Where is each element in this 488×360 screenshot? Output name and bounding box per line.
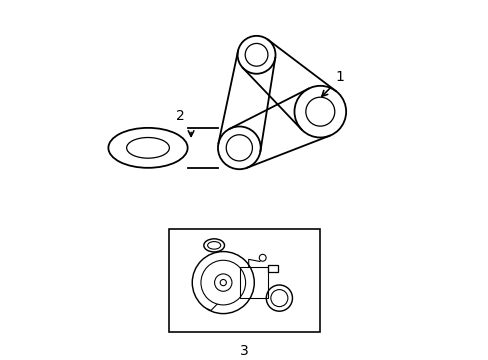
Text: 3: 3 [240, 344, 248, 358]
Text: 2: 2 [176, 109, 185, 123]
Bar [168, 229, 320, 332]
Text: 1: 1 [335, 70, 344, 84]
Bar [268, 265, 278, 271]
Bar [240, 267, 268, 298]
